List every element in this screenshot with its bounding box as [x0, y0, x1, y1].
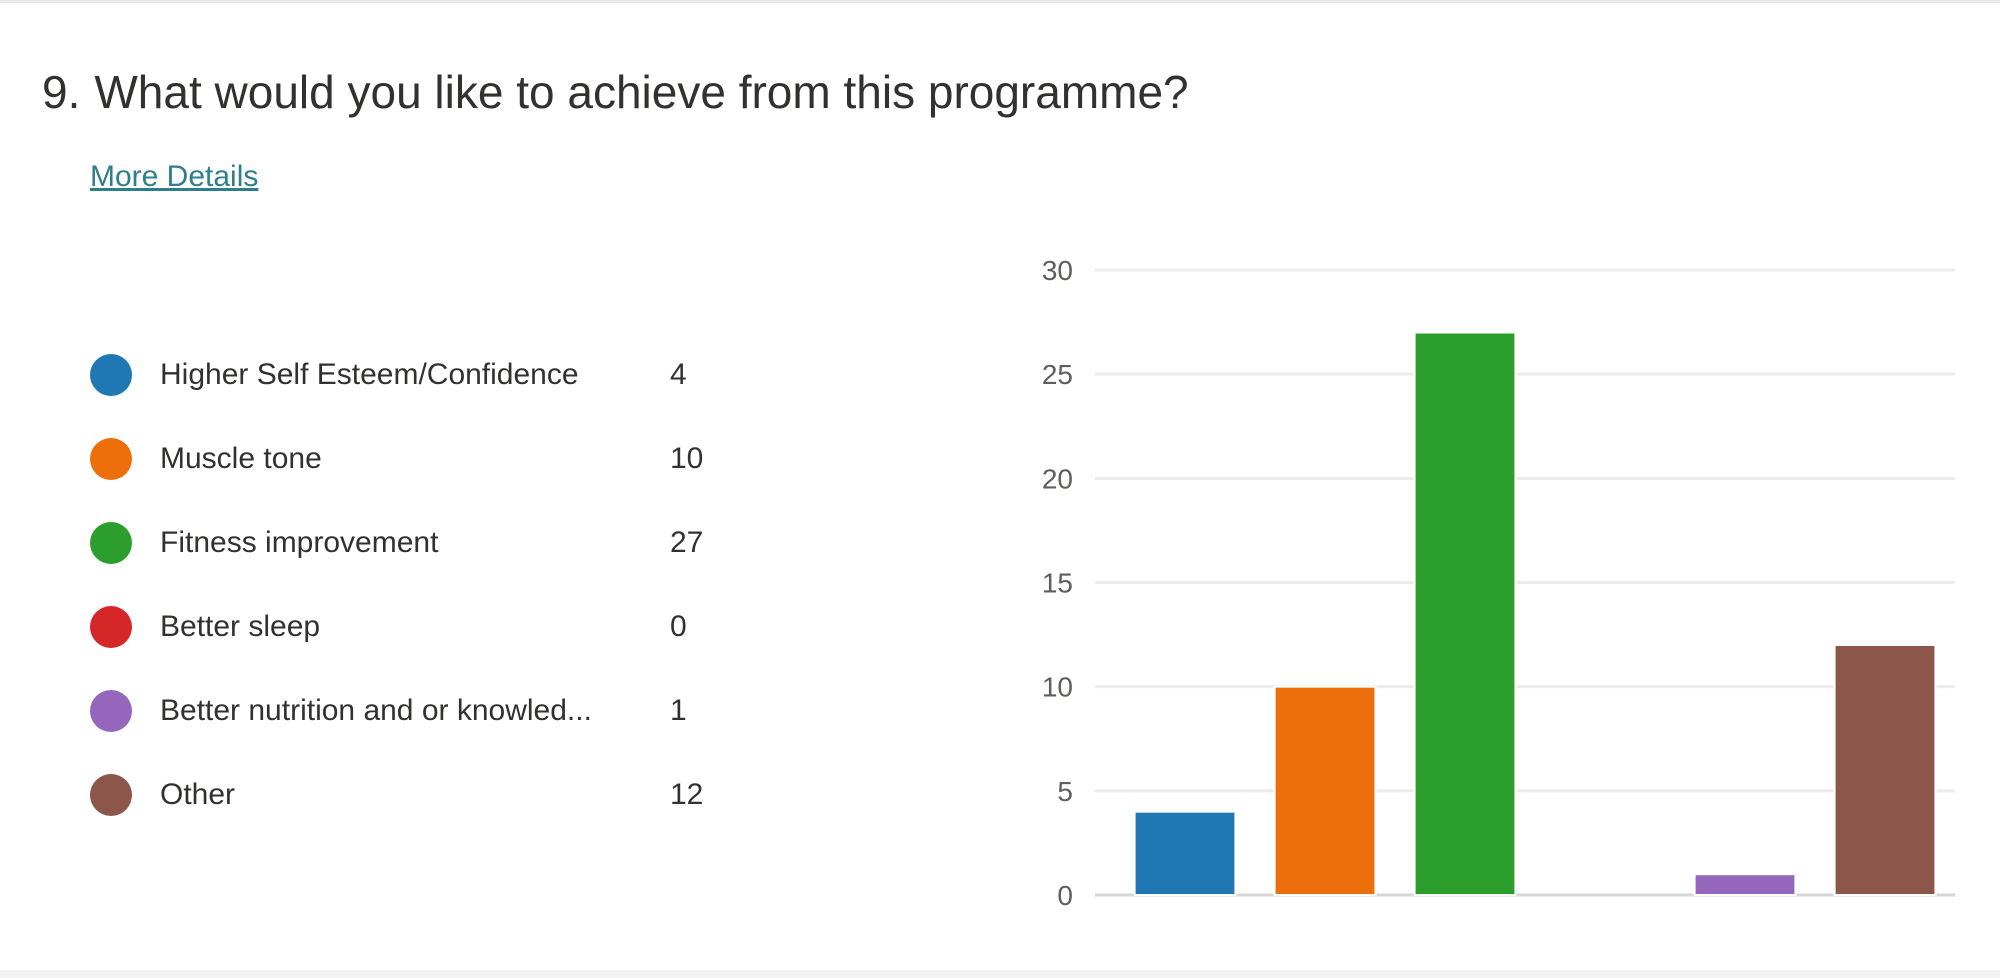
y-tick-label: 30	[1042, 255, 1073, 286]
legend: Higher Self Esteem/Confidence 4 Muscle t…	[90, 333, 730, 837]
legend-count: 12	[670, 778, 704, 811]
bars	[1133, 331, 1937, 897]
legend-count: 4	[670, 358, 687, 391]
bar-chart-svg: 0 5 10 15 20 25 30	[1042, 255, 1955, 911]
y-tick-label: 0	[1057, 880, 1073, 911]
question-number: 9.	[42, 66, 81, 118]
bar[interactable]	[1133, 810, 1237, 897]
legend-swatch	[90, 774, 132, 816]
legend-swatch	[90, 354, 132, 396]
y-tick-label: 20	[1042, 463, 1073, 494]
y-tick-label: 5	[1057, 776, 1073, 807]
legend-swatch	[90, 606, 132, 648]
y-tick-label: 15	[1042, 568, 1073, 599]
legend-swatch	[90, 438, 132, 480]
more-details-link[interactable]: More Details	[90, 160, 259, 193]
bar[interactable]	[1413, 331, 1517, 896]
y-axis-ticks: 0 5 10 15 20 25 30	[1042, 255, 1073, 911]
legend-item: Fitness improvement 27	[90, 501, 730, 585]
legend-swatch	[90, 522, 132, 564]
bottom-divider	[0, 970, 2000, 978]
legend-count: 27	[670, 526, 704, 559]
legend-count: 0	[670, 610, 687, 643]
legend-item: Better nutrition and or knowled... 1	[90, 669, 730, 753]
y-tick-label: 25	[1042, 359, 1073, 390]
legend-item: Higher Self Esteem/Confidence 4	[90, 333, 730, 417]
legend-count: 1	[670, 694, 687, 727]
legend-count: 10	[670, 442, 704, 475]
legend-item: Other 12	[90, 753, 730, 837]
legend-label: Other	[160, 778, 236, 811]
gridlines	[1095, 268, 1955, 897]
legend-label: Muscle tone	[160, 442, 322, 475]
bar[interactable]	[1273, 685, 1377, 896]
bar[interactable]	[1693, 873, 1797, 897]
bar-chart: 0 5 10 15 20 25 30	[1000, 240, 1970, 940]
legend-swatch	[90, 690, 132, 732]
legend-item: Muscle tone 10	[90, 417, 730, 501]
legend-label: Fitness improvement	[160, 526, 439, 559]
legend-label: Better nutrition and or knowled...	[160, 694, 592, 727]
y-tick-label: 10	[1042, 672, 1073, 703]
question-title: 9. What would you like to achieve from th…	[42, 62, 1189, 122]
bar[interactable]	[1833, 644, 1937, 896]
legend-label: Higher Self Esteem/Confidence	[160, 358, 579, 391]
question-text: What would you like to achieve from this…	[94, 66, 1189, 118]
top-divider	[0, 0, 2000, 3]
legend-label: Better sleep	[160, 610, 321, 643]
legend-item: Better sleep 0	[90, 585, 730, 669]
